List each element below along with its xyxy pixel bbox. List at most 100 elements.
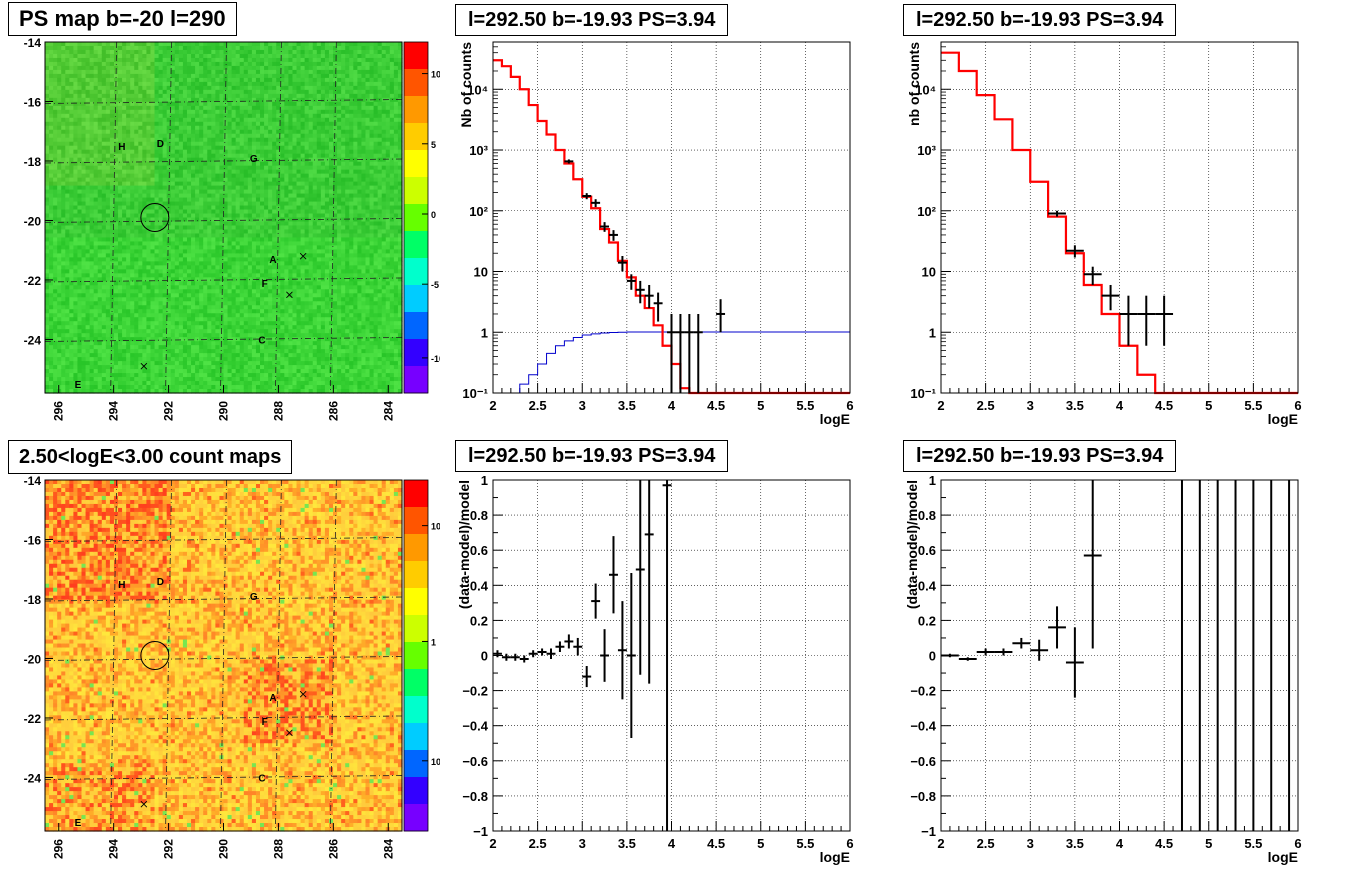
plot-frame xyxy=(492,479,851,832)
source-label-E: E xyxy=(75,818,82,829)
source-cross-marker xyxy=(299,690,307,698)
y-tick-label: −0.4 xyxy=(462,719,488,734)
source-label-F: F xyxy=(262,717,268,728)
model-histogram xyxy=(941,51,1298,395)
x-tick-label: 290 xyxy=(217,401,231,421)
y-tick-label: 10⁴ xyxy=(915,82,936,97)
residuals-right-chart: 2 2.5 3 3.5 4 4.5 5 5.5 6 −1 −0.8 −0.6 −0.4 −0.2 0 0.2 0… xyxy=(904,473,1302,865)
x-tick-label: 3.5 xyxy=(1066,398,1084,413)
y-tick-label: 0.4 xyxy=(918,578,937,593)
source-label-D: D xyxy=(157,139,164,150)
x-tick-label: 6 xyxy=(846,398,853,413)
color-bar-tick-label: 1 xyxy=(431,637,436,647)
x-tick-label: 2.5 xyxy=(529,836,547,851)
x-axis-label: logE xyxy=(820,849,850,865)
source-cross-marker xyxy=(299,252,307,260)
source-label-E: E xyxy=(75,380,82,391)
plot-frame xyxy=(940,41,1299,394)
y-tick-label: −0.6 xyxy=(910,754,936,769)
y-tick-label: 10² xyxy=(917,204,936,219)
grid-lines xyxy=(941,42,1298,393)
x-tick-label: 5 xyxy=(757,398,764,413)
x-tick-label: 292 xyxy=(162,401,176,421)
x-tick-label: 296 xyxy=(52,401,66,421)
count-map-chart: -14 -16 -18 -20 -22 -24 296 294 292 290 288 286 284 H… xyxy=(24,474,440,859)
y-tick-label: 10⁴ xyxy=(467,82,488,97)
x-tick-label: 284 xyxy=(381,839,395,859)
x-tick-label: 290 xyxy=(217,839,231,859)
x-tick-label: 4 xyxy=(1116,836,1124,851)
y-tick-label: 10⁻¹ xyxy=(462,386,488,401)
x-axis-label: logE xyxy=(1268,411,1298,427)
y-tick-label: -24 xyxy=(24,771,42,785)
count-map-title: 2.50<logE<3.00 count maps xyxy=(8,440,293,474)
y-tick-label: 0 xyxy=(481,649,488,664)
y-tick-label: 10⁻¹ xyxy=(910,386,936,401)
ps-map-panel: -14 -16 -18 -20 -22 -24 296 294 292 290 288 286 284 H… xyxy=(0,0,440,438)
source-label-A: A xyxy=(269,693,276,704)
x-tick-label: 5.5 xyxy=(1244,398,1262,413)
x-tick-label: 5 xyxy=(1205,398,1212,413)
y-tick-label: 10 xyxy=(922,265,936,280)
x-tick-label: 4 xyxy=(1116,398,1124,413)
y-tick-label: -20 xyxy=(24,214,42,228)
color-bar-tick-label: -10 xyxy=(431,354,440,364)
x-tick-label: 5.5 xyxy=(796,398,814,413)
color-bar-tick-label: 10⁻¹ xyxy=(431,757,440,767)
x-tick-label: 2 xyxy=(937,836,944,851)
y-tick-label: 0.2 xyxy=(918,613,936,628)
color-bar-frame xyxy=(403,479,429,832)
color-bar xyxy=(404,480,428,832)
color-bar xyxy=(404,42,428,394)
y-tick-label: 0.6 xyxy=(918,543,936,558)
x-tick-label: 2.5 xyxy=(977,398,995,413)
source-label-H: H xyxy=(118,142,125,153)
heatmap-cells xyxy=(45,42,403,394)
x-tick-label: 5 xyxy=(757,836,764,851)
y-tick-label: -22 xyxy=(24,274,42,288)
x-tick-label: 4 xyxy=(668,836,676,851)
x-axis-label: logE xyxy=(1268,849,1298,865)
x-tick-label: 294 xyxy=(107,839,121,859)
exposure-histogram xyxy=(510,331,850,394)
y-tick-label: -18 xyxy=(24,593,42,607)
x-tick-label: 4 xyxy=(668,398,676,413)
source-label-C: C xyxy=(258,335,265,346)
y-tick-label: 10² xyxy=(469,204,488,219)
y-tick-label: 10³ xyxy=(469,143,488,158)
y-tick-label: 0 xyxy=(929,649,936,664)
x-tick-label: 5.5 xyxy=(1244,836,1262,851)
source-cross-marker xyxy=(286,729,293,737)
x-tick-label: 4.5 xyxy=(707,398,725,413)
source-label-A: A xyxy=(269,255,276,266)
y-tick-label: −0.2 xyxy=(910,684,936,699)
color-bar-tick-label: -5 xyxy=(431,280,439,290)
map-grid xyxy=(44,41,403,394)
target-circle xyxy=(140,203,170,232)
model-histogram xyxy=(493,59,850,395)
x-tick-label: 3 xyxy=(579,836,586,851)
y-tick-label: 1 xyxy=(929,325,936,340)
y-tick-label: 0.6 xyxy=(470,543,488,558)
residuals-left-chart: 2 2.5 3 3.5 4 4.5 5 5.5 6 −1 −0.8 −0.6 −0.4 −0.2 0 0.2 0… xyxy=(456,473,854,865)
spectrum-right-title: l=292.50 b=-19.93 PS=3.94 xyxy=(903,4,1177,36)
y-tick-label: 0.2 xyxy=(470,613,488,628)
x-tick-label: 2.5 xyxy=(977,836,995,851)
x-tick-label: 284 xyxy=(381,401,395,421)
x-tick-label: 296 xyxy=(52,839,66,859)
y-tick-label: 1 xyxy=(929,473,936,488)
source-cross-marker xyxy=(140,800,148,808)
y-tick-label: −0.8 xyxy=(462,789,488,804)
x-tick-label: 2 xyxy=(489,398,496,413)
plot-frame xyxy=(940,479,1299,832)
x-tick-label: 3.5 xyxy=(618,398,636,413)
grid-lines xyxy=(493,480,850,831)
x-tick-label: 288 xyxy=(271,401,285,421)
y-tick-label: -14 xyxy=(24,474,42,488)
residuals-left-panel: 2 2.5 3 3.5 4 4.5 5 5.5 6 −1 −0.8 −0.6 −0.4 −0.2 0 0.2 0… xyxy=(440,438,892,875)
y-tick-label: -14 xyxy=(24,36,42,50)
x-tick-label: 6 xyxy=(1294,398,1301,413)
x-tick-label: 292 xyxy=(162,839,176,859)
source-label-C: C xyxy=(258,773,265,784)
x-tick-label: 3 xyxy=(579,398,586,413)
